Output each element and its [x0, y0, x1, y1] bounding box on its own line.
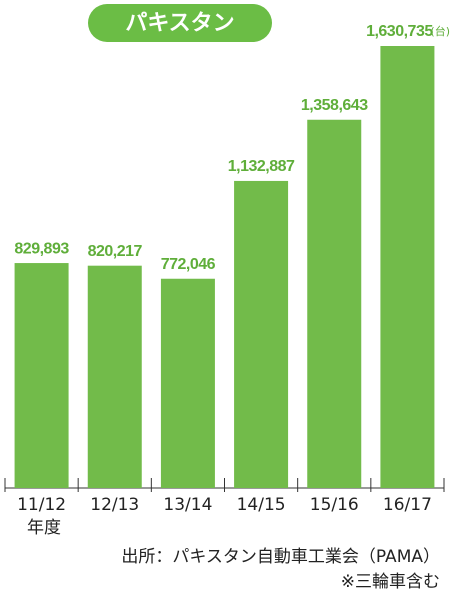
x-tick-label: 15/16: [310, 495, 359, 515]
value-label: 829,893: [14, 240, 69, 257]
unit-label: (台): [430, 24, 450, 38]
x-axis-label: 年度: [27, 518, 61, 538]
value-label: 820,217: [88, 243, 143, 260]
x-tick-label: 16/17: [383, 495, 432, 515]
value-label: 1,132,887: [228, 158, 295, 175]
x-tick-label: 12/13: [90, 495, 139, 515]
chart-title: パキスタン: [125, 11, 234, 36]
bar: [160, 278, 215, 488]
bar: [87, 265, 142, 488]
value-label: 772,046: [161, 256, 216, 273]
source: 出所：パキスタン自動車工業会（PAMA）: [121, 547, 440, 567]
bar: [380, 46, 435, 488]
note: ※三輪車含む: [341, 572, 440, 592]
value-label: 1,630,735: [366, 23, 433, 40]
title-pill: [88, 4, 272, 42]
value-label: 1,358,643: [301, 97, 368, 114]
x-tick-label: 13/14: [163, 495, 212, 515]
bar: [234, 180, 289, 489]
x-tick-label: 11/12: [17, 495, 66, 515]
x-tick-label: 14/15: [237, 495, 286, 515]
bar: [307, 119, 362, 488]
bar: [14, 263, 69, 488]
